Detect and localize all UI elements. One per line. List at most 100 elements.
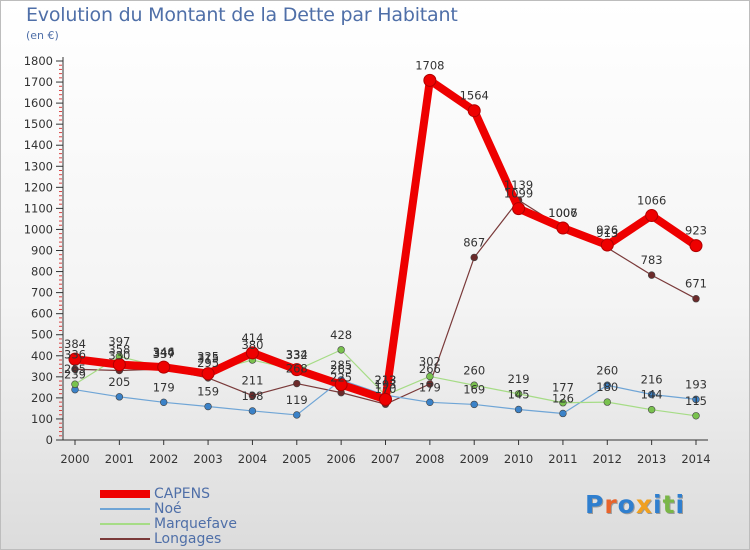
data-label-no: 126 (552, 391, 574, 405)
data-point-capens (334, 378, 348, 392)
data-label-longages: 268 (286, 362, 308, 376)
y-tick-label: 800 (31, 265, 53, 279)
y-tick-label: 900 (31, 244, 53, 258)
x-tick-label: 2002 (149, 452, 178, 466)
data-label-capens: 1099 (504, 187, 533, 201)
data-label-no: 169 (463, 382, 485, 396)
x-tick-label: 2012 (593, 452, 622, 466)
data-point-longages (470, 253, 478, 262)
data-label-capens: 923 (685, 224, 707, 238)
data-point-longages (692, 295, 700, 303)
data-label-longages: 295 (197, 356, 219, 370)
logo-letter: i (675, 490, 686, 519)
data-label-capens: 384 (64, 337, 86, 351)
y-tick-label: 1500 (24, 117, 53, 131)
legend-swatch-longages (100, 537, 150, 540)
data-point-marquefave (71, 380, 79, 388)
data-point-capens (423, 73, 437, 87)
data-label-no: 216 (641, 373, 663, 387)
x-tick-label: 2010 (504, 452, 533, 466)
data-point-no (204, 402, 212, 411)
legend-label-longages: Longages (154, 530, 222, 547)
x-tick-label: 2007 (371, 452, 400, 466)
data-point-capens (645, 209, 659, 223)
data-point-marquefave (559, 399, 567, 407)
data-label-no: 145 (508, 387, 530, 401)
legend-label-marquefave: Marquefave (154, 515, 237, 532)
data-point-no (559, 409, 567, 418)
data-point-capens (290, 363, 304, 377)
data-label-no: 193 (685, 377, 707, 391)
data-label-no: 159 (197, 385, 219, 399)
logo-letter: r (604, 490, 618, 519)
data-point-no (514, 405, 523, 414)
data-point-no (293, 411, 301, 419)
data-label-capens: 193 (375, 377, 397, 391)
logo-letter: i (653, 490, 663, 519)
legend-swatch-noe (100, 507, 150, 510)
x-tick-label: 2011 (548, 452, 577, 466)
data-point-capens (689, 239, 703, 253)
y-tick-label: 1200 (24, 180, 53, 194)
y-tick-label: 400 (31, 349, 53, 363)
data-label-no: 213 (375, 373, 397, 387)
data-point-longages (293, 379, 301, 388)
data-label-marquefave: 302 (419, 354, 441, 368)
data-point-capens (512, 202, 526, 216)
legend-item-longages: Longages (100, 530, 222, 547)
data-point-longages (71, 365, 79, 373)
data-label-marquefave: 180 (596, 380, 618, 394)
data-label-capens: 414 (241, 331, 263, 345)
data-label-no: 285 (330, 358, 352, 372)
data-label-marquefave: 115 (685, 394, 707, 408)
x-tick-label: 2003 (193, 452, 222, 466)
data-label-no: 239 (64, 368, 86, 382)
data-label-marquefave: 397 (108, 334, 130, 348)
x-tick-label: 2001 (105, 452, 134, 466)
data-label-marquefave: 219 (508, 372, 530, 386)
data-point-no (603, 381, 611, 389)
x-tick-label: 2009 (460, 452, 489, 466)
y-tick-label: 1400 (24, 138, 53, 152)
data-point-marquefave (337, 346, 345, 354)
data-label-longages: 336 (64, 347, 86, 361)
data-point-marquefave (692, 412, 700, 420)
data-label-longages: 913 (596, 226, 618, 240)
data-point-capens (600, 238, 614, 252)
data-label-longages: 211 (241, 374, 263, 388)
data-point-marquefave (514, 390, 523, 398)
data-point-no (692, 395, 700, 404)
data-point-no (426, 398, 434, 407)
y-tick-label: 1000 (24, 222, 53, 236)
data-point-capens (68, 352, 82, 366)
data-label-capens: 926 (596, 223, 618, 237)
y-tick-label: 1300 (24, 159, 53, 173)
y-tick-label: 0 (46, 433, 53, 447)
data-label-capens: 1708 (415, 58, 444, 72)
data-point-marquefave (470, 381, 478, 389)
y-tick-label: 1700 (24, 75, 53, 89)
data-point-no (248, 407, 257, 415)
data-label-marquefave: 260 (463, 363, 485, 377)
data-point-capens (467, 104, 481, 118)
y-tick-label: 700 (31, 286, 53, 300)
x-tick-label: 2013 (637, 452, 666, 466)
data-label-no: 260 (596, 363, 618, 377)
x-tick-label: 2005 (282, 452, 311, 466)
x-tick-label: 2014 (681, 452, 710, 466)
data-label-capens: 1007 (548, 206, 577, 220)
y-tick-label: 1800 (24, 54, 53, 68)
data-label-capens: 1066 (637, 194, 666, 208)
data-label-no: 119 (286, 393, 308, 407)
data-label-longages: 337 (153, 347, 175, 361)
x-tick-label: 2006 (327, 452, 356, 466)
data-label-marquefave: 213 (375, 373, 397, 387)
data-point-longages (426, 380, 434, 388)
y-tick-label: 300 (31, 370, 53, 384)
data-label-capens: 346 (153, 345, 175, 359)
logo-letter: o (617, 490, 636, 519)
data-label-marquefave: 177 (552, 381, 574, 395)
data-label-longages: 170 (375, 382, 397, 396)
